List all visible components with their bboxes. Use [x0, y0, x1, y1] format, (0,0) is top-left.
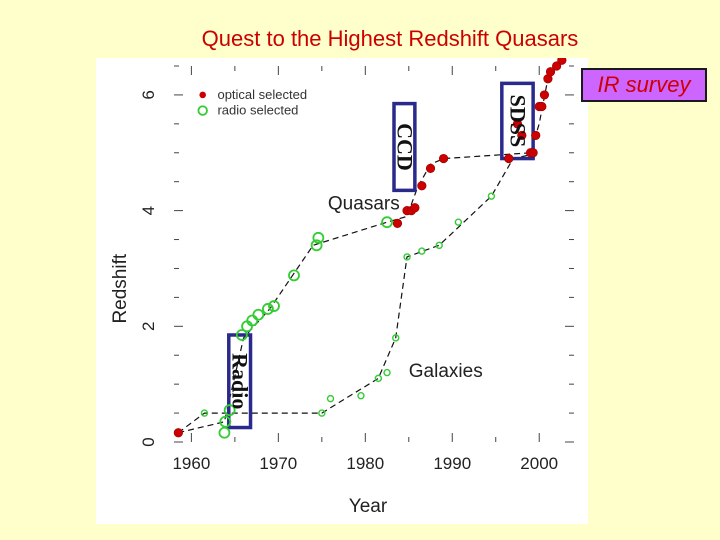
era-label-ccd: CCD: [392, 123, 417, 171]
y-tick-label: 2: [139, 322, 158, 331]
legend-label-radio: radio selected: [217, 103, 298, 118]
legend-marker-optical: [199, 91, 206, 99]
chart-labels: 1960 1970 1980 1990 2000 0 2 4 6 Year Redshift Radi…: [110, 87, 558, 517]
plot-panel: 1960 1970 1980 1990 2000 0 2 4 6 Year Redshift Radi…: [96, 58, 588, 524]
optical-quasar-point: [528, 148, 538, 158]
radio-quasar-point: [223, 404, 236, 417]
radio-quasar-point: [310, 239, 323, 252]
plot-frame: [174, 65, 574, 443]
era-label-sdss: SDSS: [505, 95, 530, 148]
y-axis-title: Redshift: [110, 253, 131, 323]
radio-quasar-point: [268, 300, 280, 312]
optical-quasar-point: [504, 153, 514, 164]
legend-label-optical: optical selected: [217, 87, 307, 102]
radio-galaxy-point: [435, 241, 443, 250]
era-box-sdss: [500, 81, 535, 161]
optical-quasar-point: [512, 119, 523, 129]
radio-galaxy-point: [326, 394, 335, 403]
radio-galaxy-point: [318, 409, 326, 417]
radio-galaxy-point: [383, 368, 391, 377]
radio-quasar-point: [381, 216, 393, 229]
radio-quasar-point: [312, 231, 325, 244]
envelope-galaxies: [177, 152, 540, 434]
annotation-galaxies: Galaxies: [409, 361, 483, 382]
optical-quasar-point: [545, 67, 556, 77]
radio-galaxy-point: [403, 253, 411, 261]
optical-quasar-point: [531, 130, 541, 141]
era-label-radio: Radio: [228, 353, 253, 409]
radio-galaxy-point: [487, 192, 496, 200]
optical-quasar-point: [438, 153, 449, 164]
x-tick-label: 2000: [520, 454, 558, 473]
optical-quasar-point: [417, 181, 427, 191]
redshift-chart: 1960 1970 1980 1990 2000 0 2 4 6 Year Redshift Radi…: [110, 58, 574, 517]
radio-quasar-point: [235, 329, 248, 341]
optical-quasar-point: [517, 130, 527, 141]
optical-quasar-point: [410, 203, 420, 213]
slide-title: Quest to the Highest Redshift Quasars: [201, 26, 579, 51]
x-axis-title: Year: [349, 496, 388, 517]
radio-quasar-point: [218, 426, 231, 439]
y-tick-label: 4: [139, 206, 158, 215]
annotation-quasars: Quasars: [328, 193, 400, 214]
optical-quasar-point: [392, 218, 403, 228]
y-tick-label: 6: [139, 90, 158, 99]
ir-survey-box: IR survey: [581, 68, 707, 102]
envelope-lines: [177, 65, 558, 434]
radio-quasar-point: [262, 303, 274, 315]
legend-marker-radio: [197, 105, 208, 116]
radio-quasar-point: [252, 308, 265, 321]
radio-quasar-point: [288, 269, 300, 282]
envelope-quasars: [178, 65, 558, 434]
radio-galaxy-point: [392, 334, 400, 342]
x-tick-label: 1990: [433, 454, 471, 473]
optical-quasar-point: [539, 90, 550, 100]
era-boxes: [227, 81, 535, 430]
data-points: [173, 58, 567, 439]
optical-quasar-point: [425, 163, 436, 173]
optical-quasar-point: [173, 428, 183, 438]
x-tick-label: 1970: [259, 454, 297, 473]
radio-galaxy-point: [418, 247, 426, 255]
y-tick-label: 0: [139, 437, 158, 446]
radio-galaxy-point: [200, 409, 209, 417]
x-tick-label: 1960: [172, 454, 210, 473]
era-box-radio: [227, 333, 253, 430]
era-box-ccd: [392, 101, 417, 193]
radio-quasar-point: [219, 415, 232, 428]
radio-galaxy-point: [374, 374, 383, 383]
x-tick-label: 1980: [346, 454, 384, 473]
radio-galaxy-point: [454, 218, 463, 226]
radio-galaxy-point: [357, 392, 365, 400]
optical-quasar-point: [557, 58, 567, 65]
optical-quasar-point: [537, 101, 547, 112]
optical-quasar-point: [552, 61, 562, 71]
